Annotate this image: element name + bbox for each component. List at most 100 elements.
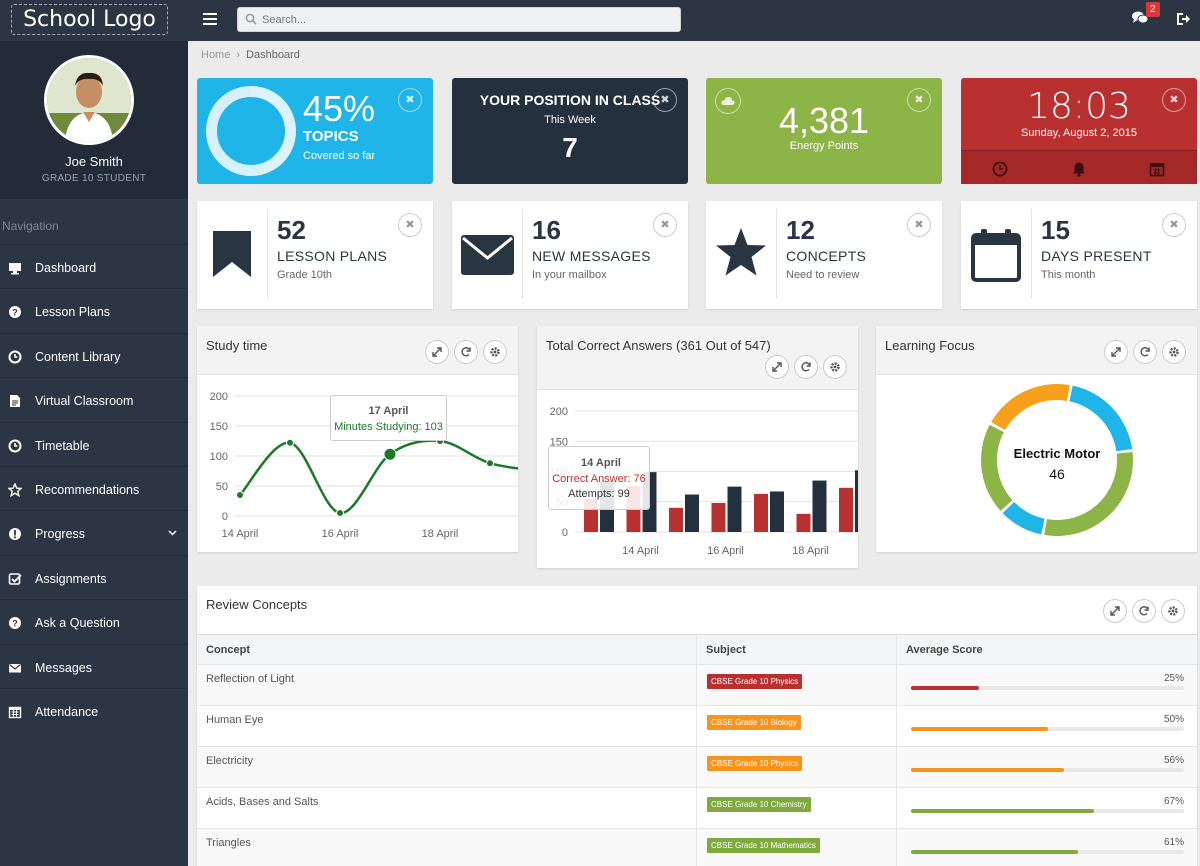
cloud-button[interactable] [715,88,741,114]
topics-progress-arc [250,86,296,174]
menu-toggle-icon[interactable] [203,13,217,25]
y-tick-label: 100 [210,451,228,463]
position-tile: YOUR POSITION IN CLASS This Week 7 ✖ [452,78,688,184]
stat-label: DAYS PRESENT [1041,248,1152,264]
table-row[interactable]: Acids, Bases and Salts CBSE Grade 10 Chem… [197,788,1197,829]
y-tick-label: 50 [216,481,228,493]
breadcrumb-home[interactable]: Home [201,49,231,61]
stat-label: NEW MESSAGES [532,248,651,264]
expand-button[interactable] [1103,599,1127,623]
settings-button[interactable] [823,355,847,379]
column-divider [696,788,697,828]
subject-tag: CBSE Grade 10 Biology [707,715,801,730]
series-line [239,439,518,515]
column-divider [896,747,897,787]
refresh-icon [801,362,811,372]
search-input[interactable] [262,11,662,28]
close-icon[interactable]: ✖ [907,213,931,237]
nav-item-progress[interactable]: Progress [0,510,188,554]
column-header[interactable]: Concept [206,644,250,656]
settings-button[interactable] [483,340,507,364]
school-logo[interactable]: School Logo [11,4,168,35]
y-tick-label: 150 [210,421,228,433]
nav-item-label: Assignments [35,571,107,586]
close-icon[interactable]: ✖ [398,213,422,237]
bar [711,502,726,532]
close-icon[interactable]: ✖ [1162,88,1186,112]
nav-item-content-library[interactable]: Content Library [0,332,188,377]
refresh-button[interactable] [1132,599,1156,623]
expand-button[interactable] [765,355,789,379]
bell-icon[interactable] [1071,161,1087,177]
breadcrumb: Home › Dashboard [201,49,300,61]
refresh-icon [1139,606,1149,616]
avatar-image [47,58,131,142]
close-icon[interactable]: ✖ [1162,213,1186,237]
settings-button[interactable] [1161,599,1185,623]
nav-item-timetable[interactable]: Timetable [0,421,188,466]
calendar-icon [971,229,1021,282]
subject-tag: CBSE Grade 10 Physics [707,674,803,689]
y-tick-label: 0 [222,511,228,523]
nav-item-recommendations[interactable]: Recommendations [0,465,188,510]
donut-center-value: 46 [1049,466,1065,482]
score-progress-bar [911,727,1184,731]
close-icon[interactable]: ✖ [398,88,422,112]
table-row[interactable]: Human Eye CBSE Grade 10 Biology 50% [197,706,1197,747]
star-icon [8,482,22,497]
expand-button[interactable] [425,340,449,364]
nav-item-messages[interactable]: Messages [0,643,188,688]
column-header[interactable]: Average Score [906,644,983,656]
logout-icon[interactable] [1176,12,1190,26]
settings-button[interactable] [1162,340,1186,364]
data-point [486,459,494,468]
energy-tile: 4,381 Energy Points ✖ [706,78,942,184]
alert-icon [9,528,21,541]
nav-item-ask-a-question[interactable]: ? Ask a Question [0,599,188,643]
sidebar: Joe Smith GRADE 10 STUDENT Navigation Da… [0,41,188,866]
nav-item-dashboard[interactable]: Dashboard [0,244,188,288]
bar [669,507,683,532]
correct-answers-panel: Total Correct Answers (361 Out of 547) 0… [537,326,858,568]
profile-name: Joe Smith [65,154,123,169]
column-header[interactable]: Subject [706,644,746,656]
nav-item-virtual-classroom[interactable]: Virtual Classroom [0,377,188,421]
score-progress-bar [911,809,1184,813]
refresh-button[interactable] [1133,340,1157,364]
clock-icon[interactable] [992,161,1008,177]
donut-slice [1069,385,1133,452]
nav-item-attendance[interactable]: Attendance [0,687,188,732]
refresh-button[interactable] [454,340,478,364]
topics-tile: 45% TOPICS Covered so far ✖ [197,78,433,184]
expand-button[interactable] [1104,340,1128,364]
position-title: YOUR POSITION IN CLASS [479,92,661,108]
profile-role: GRADE 10 STUDENT [41,173,147,184]
close-icon[interactable]: ✖ [653,213,677,237]
clock-tool-bar [961,150,1197,184]
study-time-panel: Study time 0 50 100 150 200 14 April 16 April 1… [197,326,518,552]
search-box[interactable] [237,7,681,32]
refresh-button[interactable] [794,355,818,379]
x-tick-label: 16 April [707,545,744,557]
close-icon[interactable]: ✖ [653,88,677,112]
nav-item-lesson-plans[interactable]: ? Lesson Plans [0,288,188,332]
cloud-icon [721,97,735,105]
table-row[interactable]: Reflection of Light CBSE Grade 10 Physics… [197,665,1197,706]
stat-sub: Grade 10th [277,269,333,281]
clock-hour: 18 [1027,86,1073,127]
stat-value: 15 [1041,215,1070,245]
table-row[interactable]: Triangles CBSE Grade 10 Mathematics 61% [197,829,1197,866]
close-icon[interactable]: ✖ [907,88,931,112]
x-tick-label: 18 April [792,545,829,557]
avatar[interactable] [44,55,134,145]
nav-item-assignments[interactable]: Assignments [0,554,188,599]
search-icon [245,13,257,25]
tooltip-line2: Attempts: 99 [568,488,630,500]
table-row[interactable]: Electricity CBSE Grade 10 Physics 56% [197,747,1197,788]
calendar-icon[interactable] [1149,161,1165,177]
profile-panel: Joe Smith GRADE 10 STUDENT [0,41,188,199]
chat-icon[interactable] [1132,11,1148,25]
expand-icon [1111,347,1121,357]
score-progress-fill [911,809,1094,813]
chart-tooltip: 17 April Minutes Studying: 103 [330,395,447,441]
